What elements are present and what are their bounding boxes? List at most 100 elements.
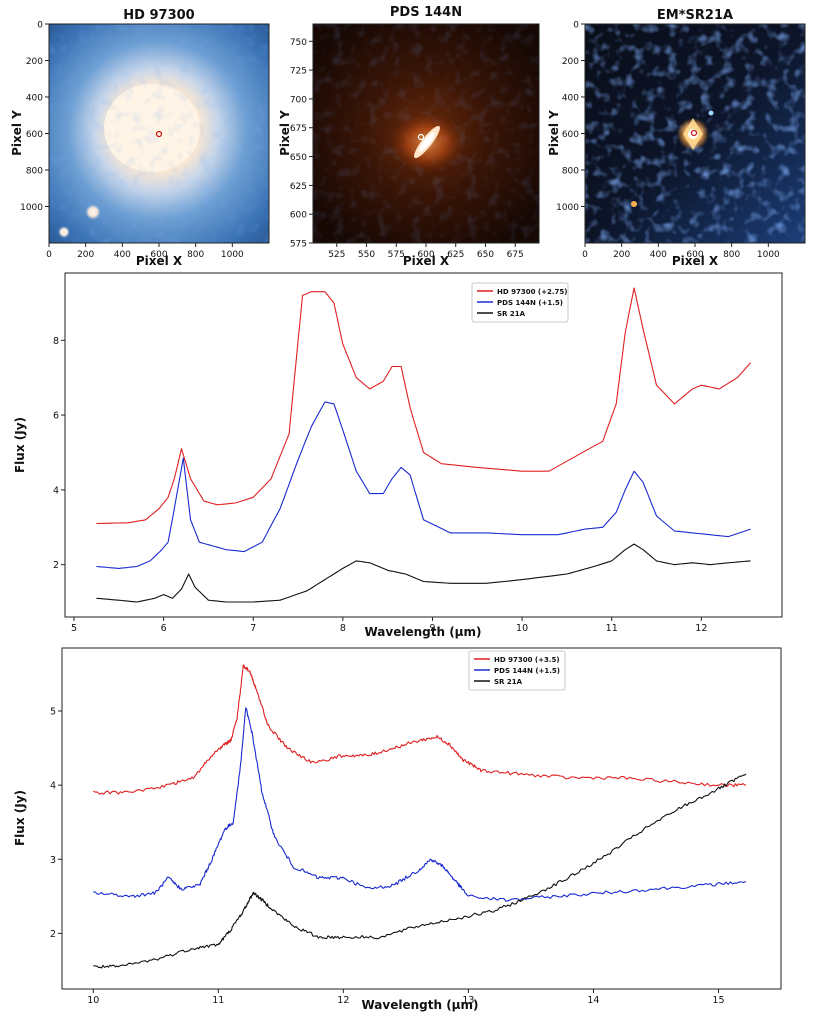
y-tick-label: 1000 [556,203,579,213]
emsr21a-marker [690,129,698,137]
pds144n-ylabel: Pixel Y [278,110,292,156]
legend-label: SR 21A [494,678,523,686]
y-tick-label: 8 [53,336,59,347]
panel-emsr21a: EM*SR21A Pixel X Pixel Y 0 200 400 600 800 10… [547,8,806,268]
spectrum-1-xlabel: Wavelength (μm) [364,625,481,639]
pds144n-image [313,24,539,243]
series-line-2 [96,543,751,603]
y-tick-label: 3 [50,855,56,866]
y-tick-label: 800 [26,167,43,177]
legend-box [471,282,569,323]
panel-pds144n: PDS 144N Pixel X Pixel Y 525 550 575 600 625… [278,5,540,268]
legend-label: HD 97300 (+2.75) [497,288,567,296]
hd97300-axes: 0 200 400 600 800 1000 0 200 400 600 800 1000 [20,21,244,261]
series-line-2 [93,773,747,969]
x-tick-label: 400 [650,250,667,260]
y-tick-label: 600 [290,211,307,221]
spectrum-2-legend: HD 97300 (+3.5) PDS 144N (+1.5) SR 21A [468,650,566,691]
spectrum-2-ylabel: Flux (Jy) [13,790,27,846]
x-tick-label: 800 [723,250,740,260]
x-tick-label: 525 [328,250,345,260]
pds144n-xlabel: Pixel X [403,254,450,268]
x-tick-label: 10 [87,995,99,1006]
x-tick-label: 12 [695,623,707,634]
legend-label: SR 21A [497,310,526,318]
y-tick-label: 600 [26,130,43,140]
legend-label: PDS 144N (+1.5) [494,667,560,675]
y-tick-label: 5 [50,707,56,718]
spectrum-1-ylabel: Flux (Jy) [13,417,27,473]
x-tick-label: 5 [71,623,77,634]
x-tick-label: 1000 [757,250,780,260]
y-tick-label: 0 [573,21,579,31]
legend-box [468,650,566,691]
spectrum-1-lines [96,287,752,603]
x-tick-label: 575 [388,250,405,260]
legend-label: HD 97300 (+3.5) [494,656,560,664]
x-tick-label: 13 [462,995,474,1006]
pds144n-axes: 525 550 575 600 625 650 675 575 600 625 650 675 700 7… [290,38,524,260]
pds144n-marker [417,133,425,141]
y-tick-label: 2 [50,929,56,940]
y-tick-label: 800 [562,167,579,177]
y-tick-label: 200 [26,57,43,67]
emsr21a-xlabel: Pixel X [672,254,719,268]
x-tick-label: 12 [337,995,349,1006]
spectrum-2-axes: 10 11 12 13 14 15 2 3 4 5 [50,707,725,1006]
x-tick-label: 11 [212,995,224,1006]
x-tick-label: 600 [150,250,167,260]
spectrum-2-xlabel: Wavelength (μm) [361,998,478,1012]
y-tick-label: 400 [562,94,579,104]
y-tick-label: 600 [562,130,579,140]
series-line-0 [93,664,747,795]
x-tick-label: 14 [587,995,599,1006]
x-tick-label: 8 [340,623,346,634]
x-tick-label: 11 [606,623,618,634]
panel-hd97300: HD 97300 Pixel X Pixel Y 0 200 400 600 800 10… [10,8,270,268]
panel-spectrum-2: 10 11 12 13 14 15 2 3 4 5 HD 97300 (+3.5) PDS 144N… [13,647,782,1012]
spectrum-1-legend: HD 97300 (+2.75) PDS 144N (+1.5) SR 21A [471,282,569,323]
x-tick-label: 0 [582,250,588,260]
y-tick-label: 4 [50,781,56,792]
x-tick-label: 600 [686,250,703,260]
x-tick-label: 15 [712,995,724,1006]
hd97300-image [49,24,269,243]
spectrum-1-axes: 5 6 7 8 9 10 11 12 2 4 6 8 [53,336,707,634]
y-tick-label: 675 [290,124,307,134]
y-tick-label: 625 [290,182,307,192]
x-tick-label: 7 [250,623,256,634]
emsr21a-ylabel: Pixel Y [547,110,561,156]
x-tick-label: 675 [507,250,524,260]
y-tick-label: 725 [290,67,307,77]
hd97300-xlabel: Pixel X [136,254,183,268]
hd97300-title: HD 97300 [123,8,194,23]
x-tick-label: 200 [613,250,630,260]
y-tick-label: 6 [53,411,59,422]
x-tick-label: 6 [161,623,167,634]
x-tick-label: 0 [46,250,52,260]
hd97300-ylabel: Pixel Y [10,110,24,156]
spectrum-2-lines [93,664,747,969]
x-tick-label: 9 [429,623,435,634]
emsr21a-title: EM*SR21A [657,8,733,23]
emsr21a-image [585,24,805,243]
emsr21a-axes: 0 200 400 600 800 1000 0 200 400 600 800 1000 [556,21,780,261]
hd97300-marker [155,130,163,138]
y-tick-label: 575 [290,240,307,250]
x-tick-label: 625 [447,250,464,260]
x-tick-label: 800 [187,250,204,260]
x-tick-label: 1000 [221,250,244,260]
series-line-0 [96,287,752,525]
x-tick-label: 650 [477,250,494,260]
y-tick-label: 2 [53,560,59,571]
panel-spectrum-1: 5 6 7 8 9 10 11 12 2 4 6 8 HD 97300 (+2.75) PDS 144N… [13,272,783,639]
x-tick-label: 550 [358,250,375,260]
series-line-1 [93,707,747,902]
x-tick-label: 10 [516,623,528,634]
y-tick-label: 200 [562,57,579,67]
x-tick-label: 200 [77,250,94,260]
y-tick-label: 400 [26,94,43,104]
x-tick-label: 600 [417,250,434,260]
y-tick-label: 1000 [20,203,43,213]
